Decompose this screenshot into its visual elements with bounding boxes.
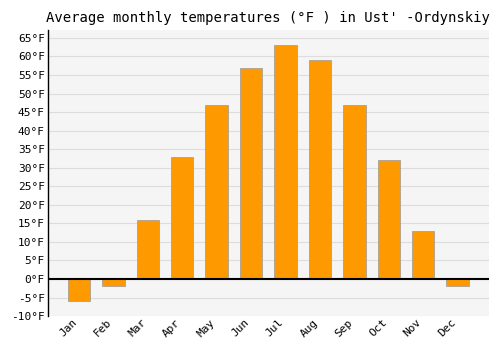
- Bar: [274, 45, 296, 279]
- Bar: [240, 68, 262, 279]
- Bar: [136, 220, 159, 279]
- Bar: [446, 279, 469, 286]
- Bar: [308, 60, 331, 279]
- Bar: [171, 156, 194, 279]
- Bar: [206, 105, 228, 279]
- Title: Average monthly temperatures (°F ) in Ust' -Ordynskiy: Average monthly temperatures (°F ) in Us…: [46, 11, 490, 25]
- Bar: [102, 279, 124, 286]
- Bar: [412, 231, 434, 279]
- Bar: [68, 279, 90, 301]
- Bar: [343, 105, 365, 279]
- Bar: [378, 160, 400, 279]
